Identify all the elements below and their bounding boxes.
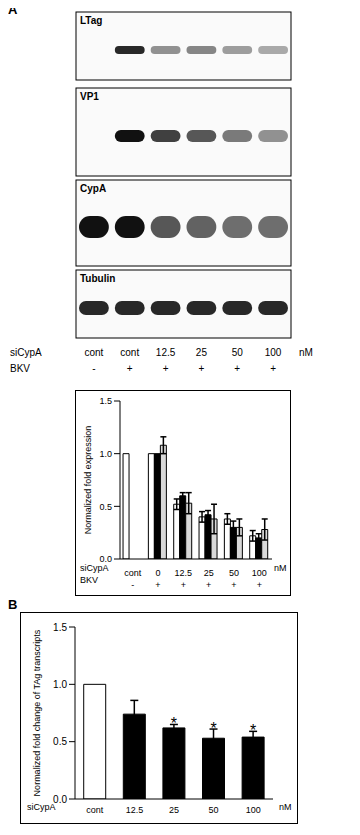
- svg-text:25: 25: [204, 568, 214, 578]
- svg-text:-: -: [131, 580, 134, 590]
- svg-text:50: 50: [232, 347, 244, 358]
- svg-text:Normalized fold expression: Normalized fold expression: [83, 426, 93, 535]
- svg-text:cont: cont: [120, 347, 139, 358]
- svg-text:50: 50: [229, 568, 239, 578]
- svg-text:+: +: [127, 363, 133, 374]
- svg-text:VP1: VP1: [80, 91, 99, 102]
- svg-text:cont: cont: [124, 568, 142, 578]
- svg-text:+: +: [231, 580, 236, 590]
- svg-text:100: 100: [265, 347, 282, 358]
- svg-text:0.0: 0.0: [99, 554, 112, 564]
- svg-text:siCypA: siCypA: [10, 347, 42, 358]
- svg-text:1.5: 1.5: [53, 622, 67, 633]
- html-text:siCypA: siCypA: [80, 563, 109, 573]
- svg-text:*: *: [210, 720, 216, 737]
- html-text:siCypA: siCypA: [27, 802, 56, 812]
- svg-text:+: +: [163, 363, 169, 374]
- svg-text:0.0: 0.0: [53, 793, 67, 805]
- svg-text:12.5: 12.5: [175, 568, 193, 578]
- svg-text:1.5: 1.5: [99, 396, 112, 406]
- html-text:nM: nM: [274, 563, 287, 573]
- svg-text:1.0: 1.0: [99, 449, 112, 459]
- svg-text:+: +: [206, 580, 211, 590]
- html-text:A: A: [8, 2, 18, 17]
- svg-text:+: +: [257, 580, 262, 590]
- html-text:B: B: [8, 597, 18, 612]
- svg-text:LTag: LTag: [80, 15, 102, 26]
- svg-text:+: +: [270, 363, 276, 374]
- svg-text:+: +: [181, 580, 186, 590]
- svg-text:cont: cont: [84, 347, 103, 358]
- svg-text:0: 0: [155, 568, 160, 578]
- svg-text:+: +: [234, 363, 240, 374]
- svg-text:cont: cont: [86, 805, 104, 815]
- svg-text:12.5: 12.5: [156, 347, 176, 358]
- svg-text:Tubulin: Tubulin: [80, 273, 115, 284]
- svg-text:-: -: [92, 363, 95, 374]
- svg-text:*: *: [171, 715, 177, 732]
- svg-text:nM: nM: [299, 347, 313, 358]
- html-text:BKV: BKV: [80, 575, 98, 585]
- html-text:nM: nM: [279, 802, 292, 812]
- svg-text:0.5: 0.5: [53, 736, 67, 747]
- svg-text:+: +: [155, 580, 160, 590]
- svg-text:25: 25: [169, 805, 179, 815]
- svg-text:*: *: [250, 722, 256, 739]
- svg-text:25: 25: [196, 347, 208, 358]
- svg-text:Normalized fold change of TAg: Normalized fold change of TAg transcript…: [32, 629, 42, 796]
- svg-text:100: 100: [252, 568, 267, 578]
- svg-text:1.0: 1.0: [53, 679, 67, 690]
- svg-text:CypA: CypA: [80, 183, 106, 194]
- svg-text:50: 50: [209, 805, 219, 815]
- svg-text:12.5: 12.5: [126, 805, 144, 815]
- svg-text:0.5: 0.5: [99, 502, 112, 512]
- svg-text:100: 100: [246, 805, 261, 815]
- svg-text:+: +: [198, 363, 204, 374]
- svg-text:BKV: BKV: [10, 363, 30, 374]
